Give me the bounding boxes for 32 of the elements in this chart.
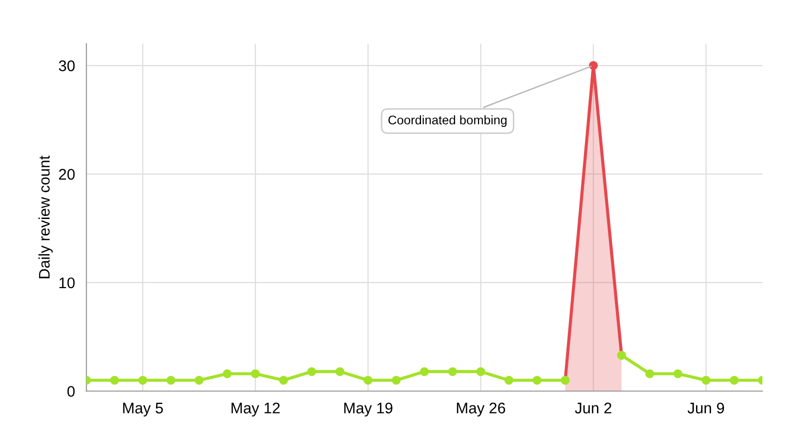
point [476,367,486,376]
x-tick-label: May 19 [344,402,392,416]
point [448,367,457,376]
point [702,376,710,385]
y-axis-title: Daily review count [38,156,53,278]
y-tick-label: 0 [67,386,75,397]
point [364,376,372,385]
point [222,369,232,378]
point [392,376,401,385]
point [674,369,682,378]
point [279,376,288,385]
point [645,369,654,378]
point [138,376,148,385]
point [251,369,260,378]
point [504,376,514,385]
point [532,376,542,385]
y-tick-label: 30 [58,60,75,72]
point [336,367,344,376]
x-tick-label: May 12 [232,402,280,416]
y-tick-label: 10 [59,277,75,288]
point [307,367,316,376]
point [166,376,176,385]
x-tick-label: May 26 [456,402,506,416]
x-tick-label: Jun 2 [574,402,612,414]
point [420,367,429,376]
annotation: Coordinated bombing [388,115,507,127]
x-tick-label: Jun 9 [688,402,724,414]
point [730,376,739,385]
x-tick-label: May 5 [123,402,163,416]
point [194,376,204,385]
y-tick-label: 20 [59,168,75,180]
point [110,376,119,385]
